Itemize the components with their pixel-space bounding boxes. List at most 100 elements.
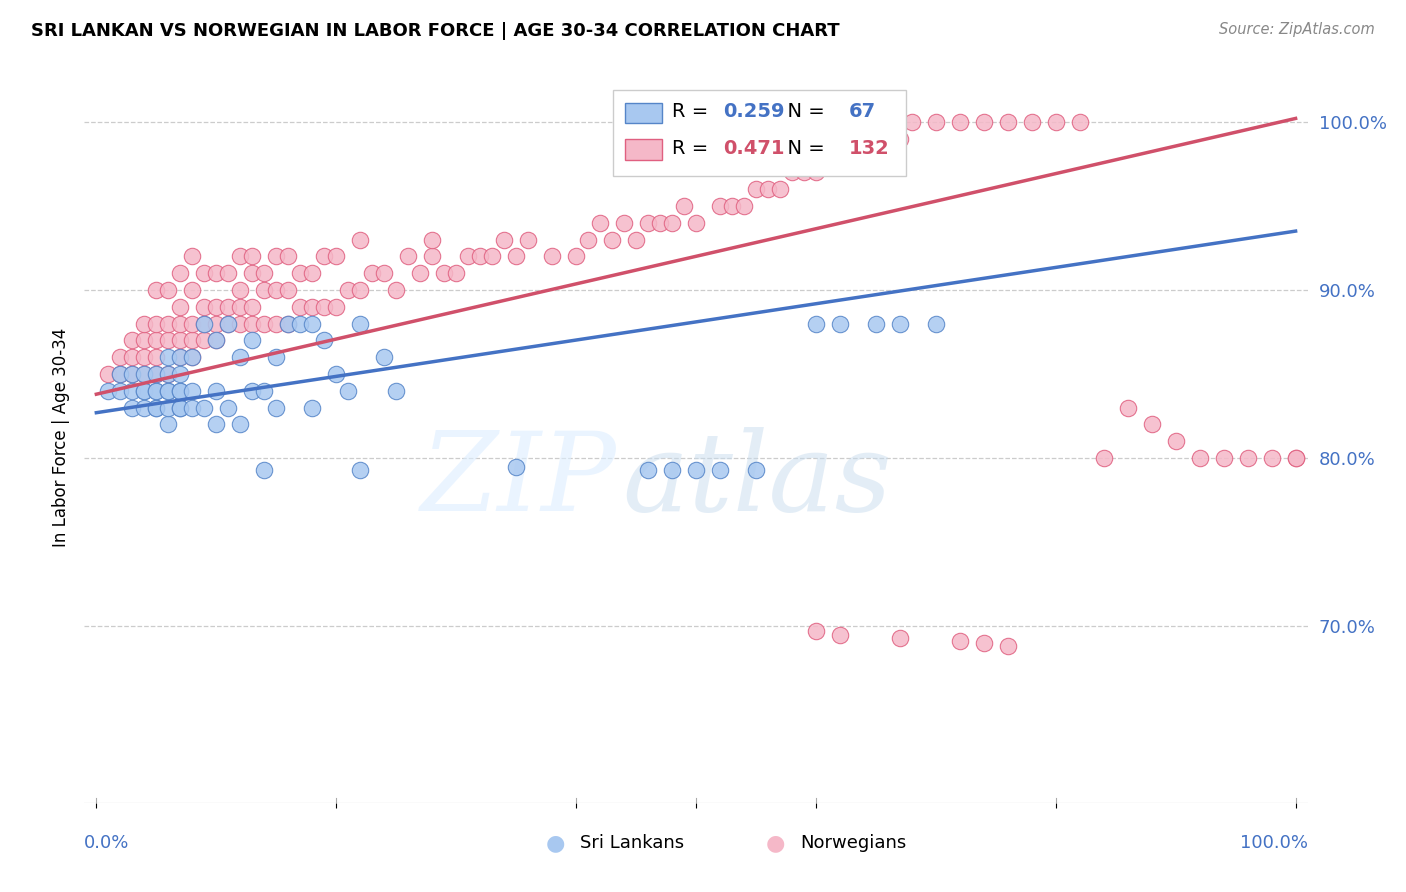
Point bbox=[205, 300, 228, 314]
Point bbox=[181, 384, 204, 398]
Point bbox=[229, 300, 252, 314]
Point bbox=[997, 640, 1019, 654]
Point bbox=[589, 216, 612, 230]
Point bbox=[290, 266, 312, 280]
Point bbox=[121, 334, 143, 348]
Point bbox=[901, 115, 924, 129]
Point bbox=[134, 367, 156, 381]
Point bbox=[181, 350, 204, 364]
Point bbox=[925, 317, 948, 331]
Point bbox=[240, 249, 263, 263]
Point bbox=[264, 401, 287, 415]
Point bbox=[229, 283, 252, 297]
Point bbox=[672, 199, 695, 213]
Point bbox=[314, 249, 336, 263]
Point bbox=[240, 384, 263, 398]
Point bbox=[110, 350, 132, 364]
Point bbox=[229, 317, 252, 331]
Point bbox=[157, 384, 180, 398]
Point bbox=[648, 216, 671, 230]
Point bbox=[145, 384, 167, 398]
Text: Norwegians: Norwegians bbox=[800, 834, 907, 852]
Point bbox=[157, 384, 180, 398]
Text: R =: R = bbox=[672, 102, 714, 121]
Point bbox=[121, 367, 143, 381]
Point bbox=[169, 300, 191, 314]
Point bbox=[804, 624, 827, 639]
Point bbox=[373, 350, 395, 364]
Point bbox=[157, 350, 180, 364]
Point bbox=[193, 317, 215, 331]
Text: ●: ● bbox=[766, 833, 785, 853]
Point bbox=[468, 249, 491, 263]
Point bbox=[301, 401, 323, 415]
Point bbox=[157, 367, 180, 381]
Point bbox=[121, 401, 143, 415]
Point bbox=[205, 334, 228, 348]
Point bbox=[349, 317, 371, 331]
Point bbox=[973, 636, 995, 650]
Point bbox=[1188, 451, 1211, 466]
Point bbox=[240, 300, 263, 314]
Text: Sri Lankans: Sri Lankans bbox=[579, 834, 683, 852]
Text: 67: 67 bbox=[849, 102, 876, 121]
Text: 0.259: 0.259 bbox=[723, 102, 785, 121]
Point bbox=[264, 283, 287, 297]
Point bbox=[325, 300, 347, 314]
Point bbox=[769, 182, 792, 196]
Point bbox=[229, 417, 252, 432]
Point bbox=[253, 463, 276, 477]
Point bbox=[253, 384, 276, 398]
Point bbox=[217, 266, 239, 280]
Text: ZIP: ZIP bbox=[420, 427, 616, 534]
Point bbox=[685, 463, 707, 477]
Point bbox=[420, 249, 443, 263]
Point bbox=[997, 115, 1019, 129]
Point bbox=[385, 384, 408, 398]
Point bbox=[229, 350, 252, 364]
Point bbox=[169, 384, 191, 398]
Point bbox=[205, 317, 228, 331]
Point bbox=[828, 148, 851, 162]
Point bbox=[852, 148, 875, 162]
Point bbox=[264, 350, 287, 364]
Point bbox=[290, 300, 312, 314]
Point bbox=[1164, 434, 1187, 449]
Point bbox=[193, 317, 215, 331]
Point bbox=[157, 367, 180, 381]
Point bbox=[193, 266, 215, 280]
Point bbox=[205, 417, 228, 432]
Point bbox=[145, 350, 167, 364]
Point bbox=[889, 131, 911, 145]
Point bbox=[217, 317, 239, 331]
Point bbox=[110, 367, 132, 381]
Text: atlas: atlas bbox=[623, 427, 893, 534]
Point bbox=[949, 115, 972, 129]
Point bbox=[505, 249, 527, 263]
Point bbox=[121, 367, 143, 381]
Point bbox=[1021, 115, 1043, 129]
Point bbox=[745, 182, 768, 196]
Point bbox=[169, 401, 191, 415]
Point bbox=[661, 216, 683, 230]
Point bbox=[181, 334, 204, 348]
Point bbox=[290, 317, 312, 331]
Point bbox=[121, 384, 143, 398]
Point bbox=[433, 266, 456, 280]
Point bbox=[169, 266, 191, 280]
Point bbox=[1236, 451, 1258, 466]
Point bbox=[828, 627, 851, 641]
Point bbox=[181, 317, 204, 331]
Point bbox=[110, 367, 132, 381]
Point bbox=[97, 384, 120, 398]
Point bbox=[349, 283, 371, 297]
Point bbox=[181, 249, 204, 263]
Text: ●: ● bbox=[546, 833, 565, 853]
Point bbox=[505, 459, 527, 474]
Point bbox=[240, 266, 263, 280]
Point bbox=[121, 350, 143, 364]
Point bbox=[253, 283, 276, 297]
Point bbox=[264, 317, 287, 331]
Point bbox=[169, 350, 191, 364]
Point bbox=[804, 165, 827, 179]
